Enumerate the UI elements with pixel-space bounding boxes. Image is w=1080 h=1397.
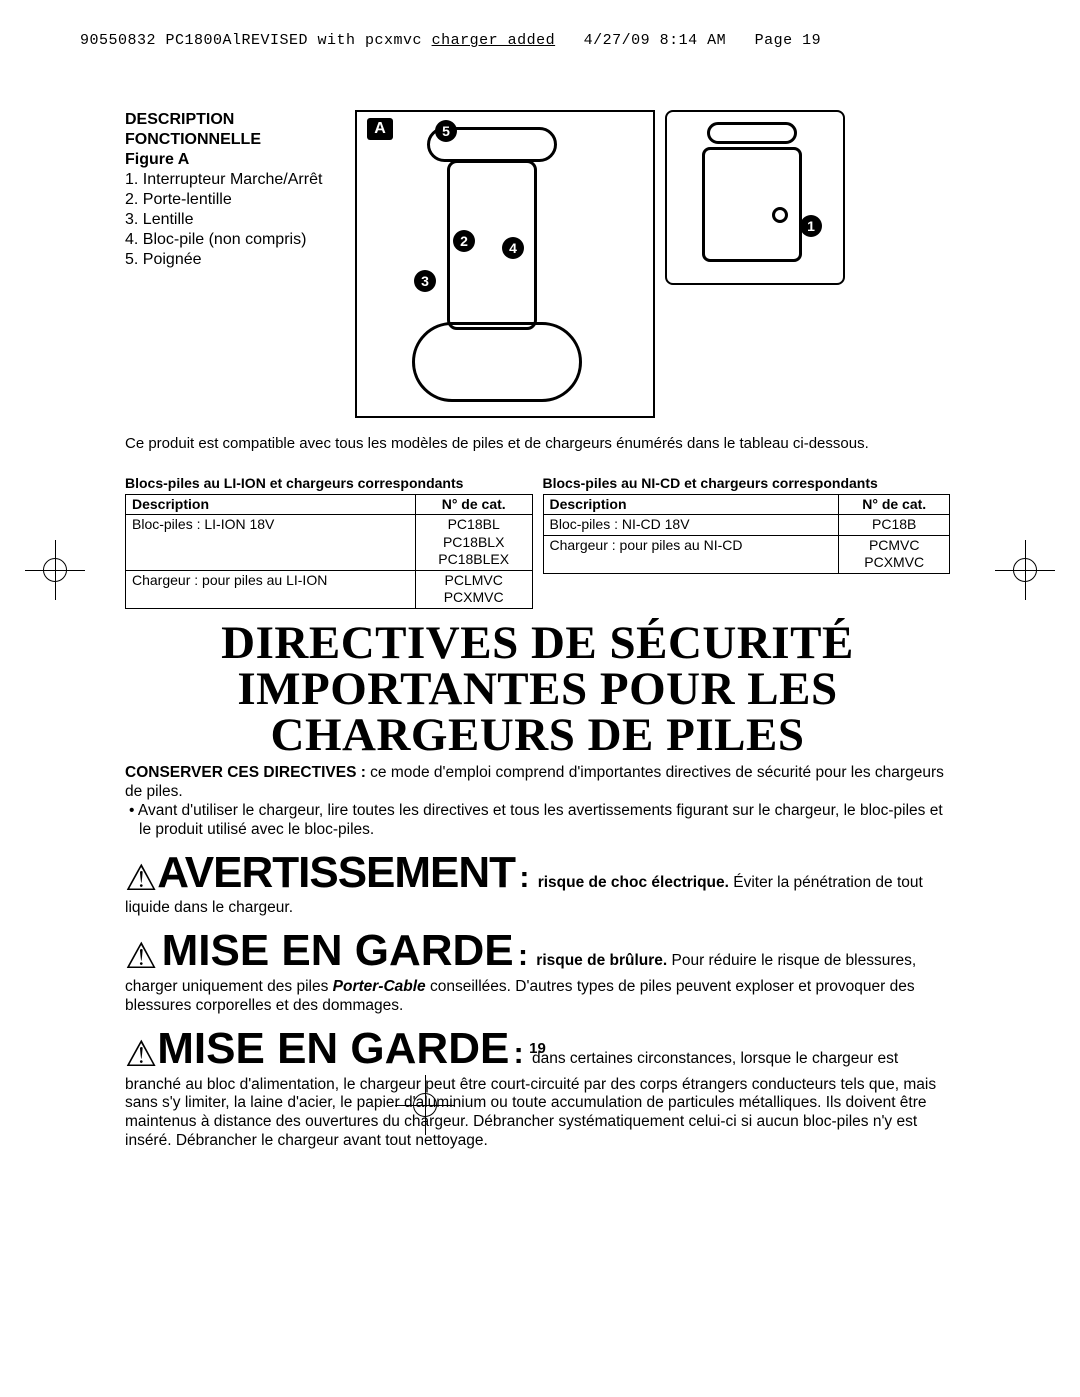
callout-3: 3 [414,270,436,292]
avertissement-block: ⚠AVERTISSEMENT : risque de choc électriq… [125,846,950,919]
safety-section: Directives de sécurité importantes pour … [125,620,950,1151]
compat-tables: Blocs-piles au LI-ION et chargeurs corre… [125,475,950,609]
header-datetime: 4/27/09 8:14 AM [584,32,727,49]
table-nicd: Blocs-piles au NI-CD et chargeurs corres… [543,475,951,609]
callout-4: 4 [502,237,524,259]
figure-a: A 5 2 4 3 1 [355,110,950,420]
pre-use-bullet: • Avant d'utiliser le chargeur, lire tou… [125,802,950,840]
cell: Bloc-piles : LI-ION 18V [126,515,416,571]
compat-intro: Ce produit est compatible avec tous les … [125,435,869,454]
print-header: 90550832 PC1800AlREVISED with pcxmvc cha… [80,32,821,49]
conserve-directives: CONSERVER CES DIRECTIVES : ce mode d'emp… [125,764,950,802]
cell: Chargeur : pour piles au NI-CD [543,535,839,573]
mise-word-1: MISE EN GARDE [162,926,514,975]
safety-heading: Directives de sécurité importantes pour … [125,620,950,758]
th-desc: Description [543,494,839,515]
cell: PC18B [839,515,950,536]
registration-mark-right [995,540,1055,600]
table-liion: Blocs-piles au LI-ION et chargeurs corre… [125,475,533,609]
callout-2: 2 [453,230,475,252]
page-number: 19 [125,1040,950,1057]
cell: PCLMVC PCXMVC [415,570,532,608]
mise-en-garde-1: ⚠ MISE EN GARDE : risque de brûlure. Pou… [125,924,950,1015]
figure-panel-right: 1 [665,110,845,285]
figure-panel-left: A 5 2 4 3 [355,110,655,418]
th-cat: N° de cat. [839,494,950,515]
avertissement-word: AVERTISSEMENT [157,848,515,897]
table-nicd-title: Blocs-piles au NI-CD et chargeurs corres… [543,475,951,492]
header-page: Page 19 [755,32,822,49]
cell: Chargeur : pour piles au LI-ION [126,570,416,608]
registration-mark-left [25,540,85,600]
figure-panel-label: A [367,118,393,140]
callout-1: 1 [800,215,822,237]
header-docid: 90550832 PC1800AlREVISED with pcxmvc [80,32,422,49]
th-cat: N° de cat. [415,494,532,515]
cell: PC18BL PC18BLX PC18BLEX [415,515,532,571]
table-liion-title: Blocs-piles au LI-ION et chargeurs corre… [125,475,533,492]
cell: PCMVC PCXMVC [839,535,950,573]
header-underlined: charger added [432,32,556,49]
th-desc: Description [126,494,416,515]
registration-mark-bottom [395,1075,455,1135]
cell: Bloc-piles : NI-CD 18V [543,515,839,536]
callout-5: 5 [435,120,457,142]
